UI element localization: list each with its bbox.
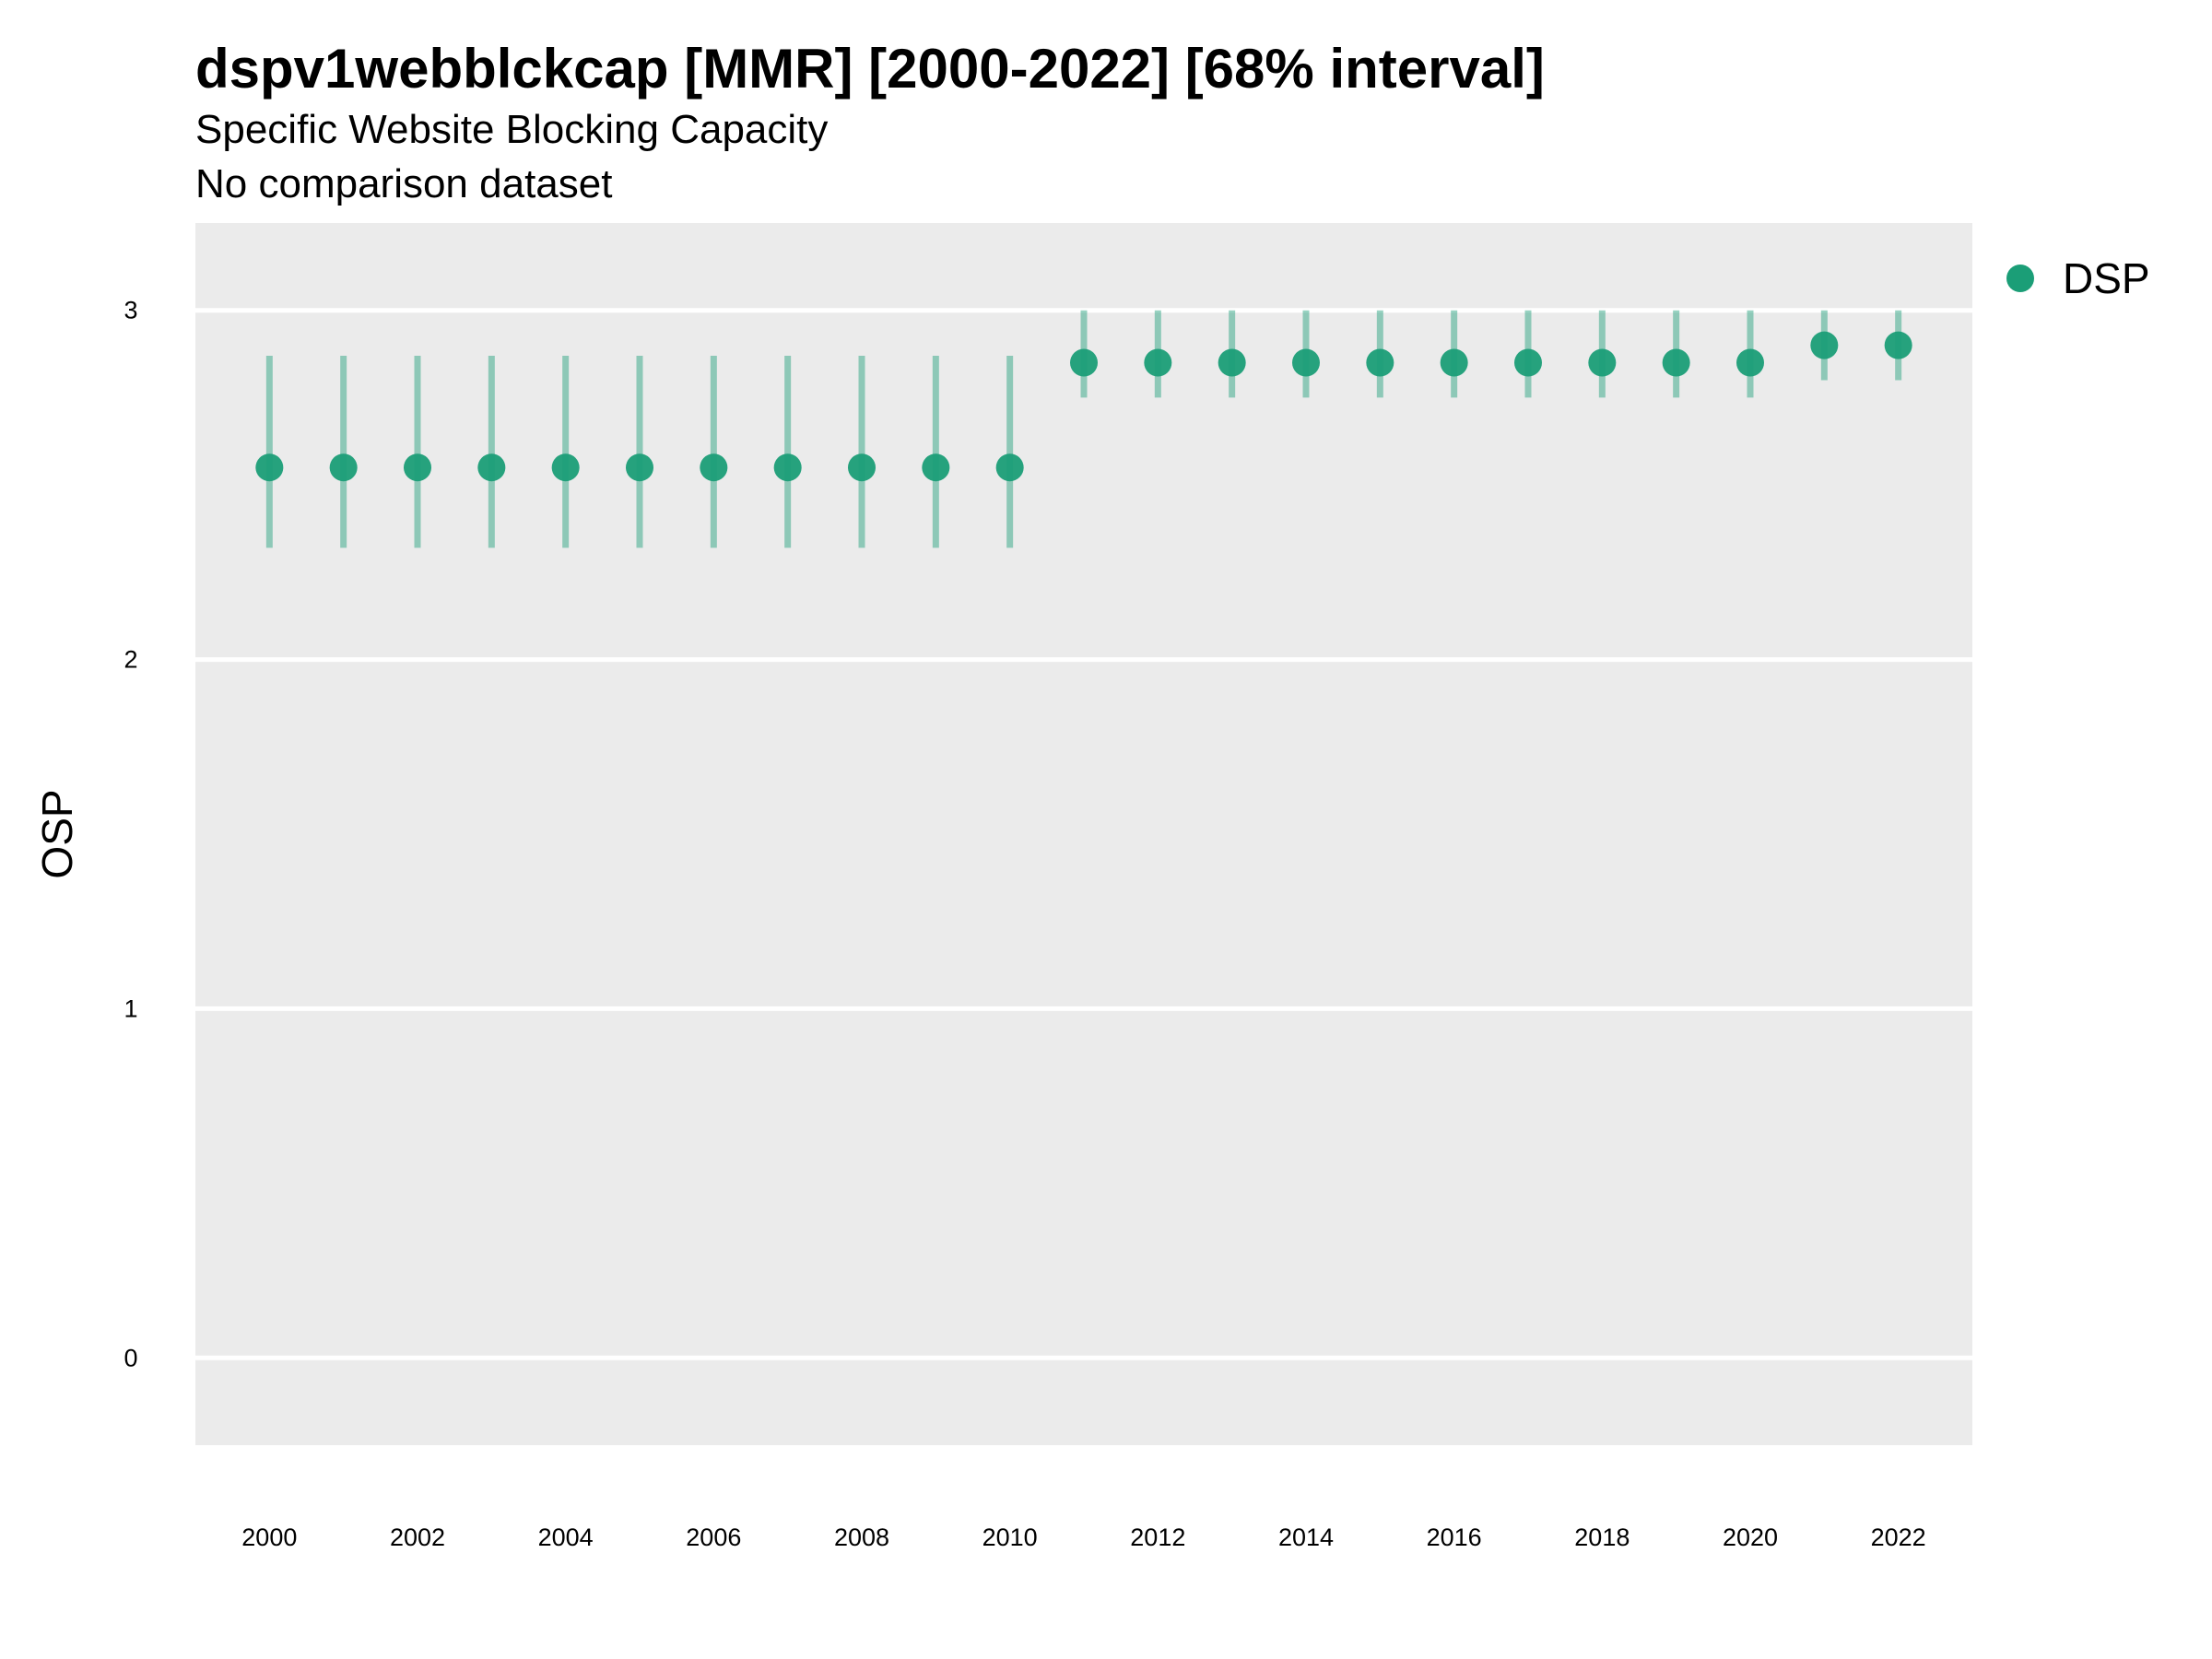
- data-points: [255, 331, 1912, 482]
- x-tick-label-8: 2016: [1427, 1524, 1482, 1551]
- data-point-2003: [477, 453, 506, 482]
- data-point-2000: [255, 453, 284, 482]
- x-tick-label-3: 2006: [686, 1524, 741, 1551]
- data-point-2002: [404, 453, 431, 482]
- x-tick-label-2: 2004: [538, 1524, 594, 1551]
- data-point-2020: [1736, 348, 1764, 377]
- y-tick-label-0: 0: [124, 1344, 137, 1371]
- data-point-2017: [1514, 348, 1542, 377]
- data-point-2015: [1366, 348, 1394, 377]
- data-point-2010: [995, 453, 1024, 482]
- plot-panel: [195, 223, 1972, 1445]
- legend-label-dsp: DSP: [2063, 254, 2150, 302]
- grid-lines: [195, 308, 1972, 1360]
- x-tick-label-7: 2014: [1278, 1524, 1334, 1551]
- y-tick-label-2: 2: [124, 646, 137, 674]
- x-tick-label-0: 2000: [241, 1524, 297, 1551]
- x-tick-label-9: 2018: [1574, 1524, 1630, 1551]
- chart-title: dspv1webblckcap [MMR] [2000-2022] [68% i…: [195, 38, 1545, 100]
- data-point-2019: [1662, 348, 1690, 377]
- x-tick-label-4: 2008: [834, 1524, 889, 1551]
- chart-caption: No comparison dataset: [195, 161, 612, 206]
- data-point-2007: [773, 453, 802, 482]
- y-tick-label-1: 1: [124, 994, 137, 1022]
- data-point-2008: [848, 453, 876, 482]
- x-tick-label-11: 2022: [1871, 1524, 1926, 1551]
- legend: DSP: [2006, 254, 2150, 302]
- x-tick-labels: 2000 2002 2004 2006 2008 2010 2012 2014 2016 2018…: [241, 1524, 1925, 1551]
- data-point-2001: [329, 453, 358, 482]
- x-tick-label-1: 2002: [390, 1524, 445, 1551]
- x-tick-label-6: 2012: [1130, 1524, 1185, 1551]
- data-point-2022: [1884, 331, 1912, 359]
- y-axis-title: OSP: [33, 789, 81, 878]
- data-point-2016: [1440, 348, 1468, 377]
- data-point-2009: [922, 453, 950, 482]
- legend-key-dsp: [2006, 265, 2034, 292]
- chart-subtitle: Specific Website Blocking Capacity: [195, 107, 828, 152]
- data-point-2014: [1292, 348, 1320, 377]
- data-point-2013: [1218, 348, 1246, 377]
- data-point-2021: [1810, 331, 1839, 359]
- data-point-2011: [1070, 348, 1098, 377]
- data-point-2012: [1144, 348, 1172, 377]
- data-point-2006: [700, 453, 728, 482]
- x-tick-label-10: 2020: [1723, 1524, 1778, 1551]
- data-point-2018: [1588, 348, 1617, 377]
- x-tick-label-5: 2010: [982, 1524, 1038, 1551]
- data-point-2004: [551, 453, 580, 482]
- y-tick-label-3: 3: [124, 297, 137, 324]
- data-point-2005: [626, 453, 653, 482]
- y-tick-labels: 0 1 2 3: [124, 297, 137, 1372]
